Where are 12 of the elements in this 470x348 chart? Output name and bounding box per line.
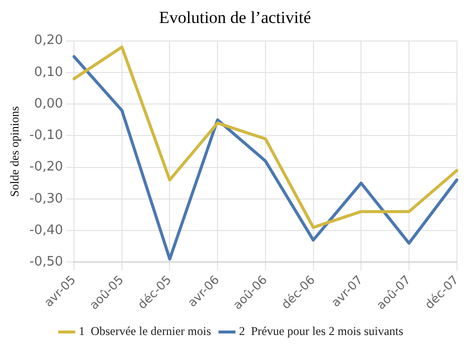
legend-label: 1 Observée le dernier mois [78,324,212,338]
legend-label: 2 Prévue pour les 2 mois suivants [238,324,404,338]
y-tick-label: 0,20 [34,33,64,48]
chart-title: Evolution de l’activité [158,7,312,29]
y-tick-label: 0,10 [34,64,64,80]
y-tick-label: -0,20 [29,160,64,175]
y-tick-label: -0,30 [29,191,64,206]
y-tick-label: -0,10 [29,128,64,144]
y-tick-label: -0,50 [29,254,64,270]
y-axis-title: Solde des opinions [7,106,22,197]
y-tick-label: -0,40 [29,222,64,238]
y-tick-label: 0,00 [34,96,64,112]
